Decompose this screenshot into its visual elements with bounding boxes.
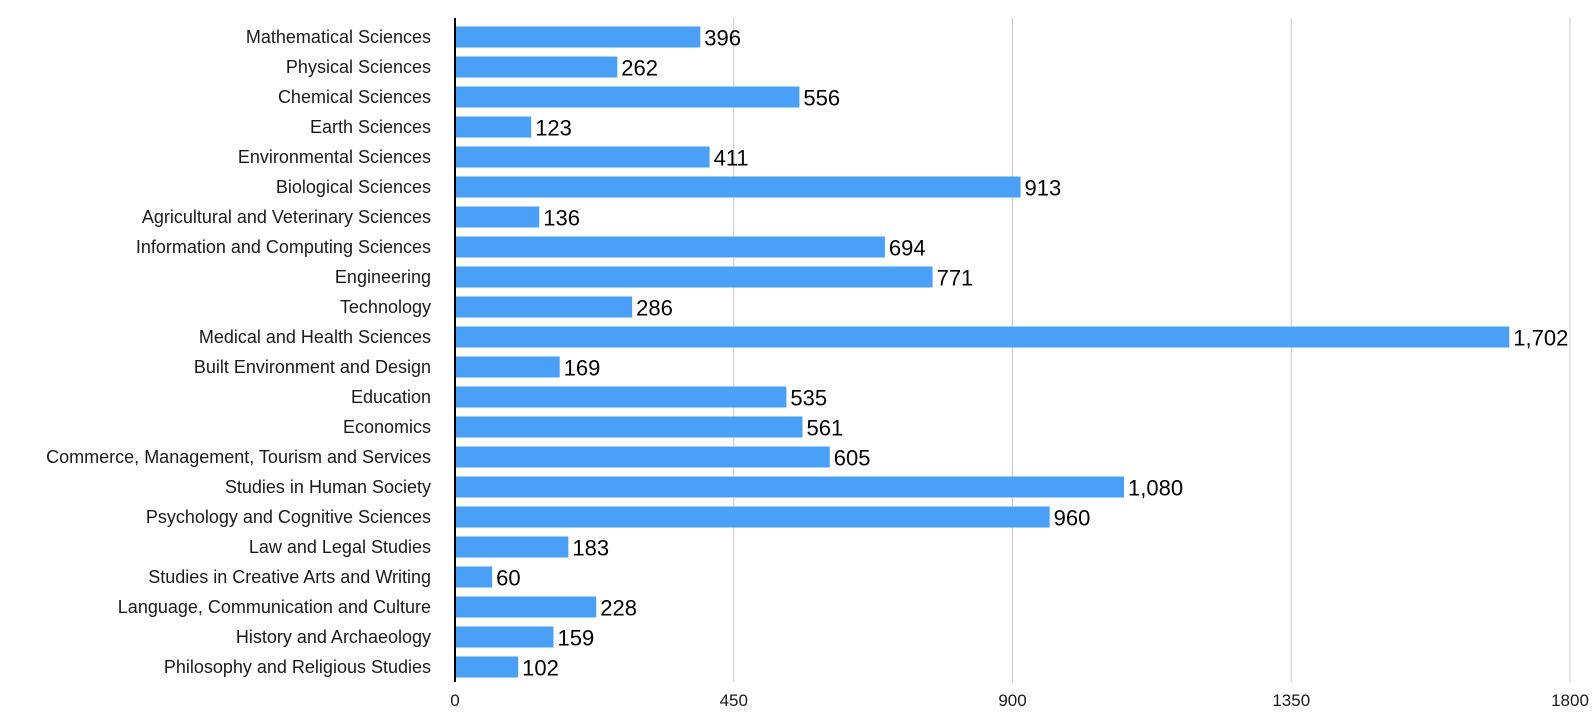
bar-5 — [455, 176, 1021, 198]
bar-10 — [455, 326, 1510, 348]
value-label: 102 — [522, 656, 559, 681]
value-label: 960 — [1054, 506, 1091, 531]
bar-14 — [455, 446, 830, 468]
value-label: 262 — [621, 56, 658, 81]
bar-21 — [455, 656, 519, 678]
category-label: Agricultural and Veterinary Sciences — [142, 207, 431, 227]
value-label: 228 — [600, 596, 637, 621]
bar-7 — [455, 236, 885, 258]
category-label: Studies in Creative Arts and Writing — [148, 567, 431, 587]
value-labels: 396 262 556 123 411 913 136 694 771 286 1,702 169 53… — [496, 26, 1568, 681]
bar-13 — [455, 416, 803, 438]
bar-6 — [455, 206, 540, 228]
value-label: 694 — [889, 236, 926, 261]
category-label: Law and Legal Studies — [249, 537, 431, 557]
bar-1 — [455, 56, 618, 78]
value-label: 159 — [557, 626, 594, 651]
value-label: 183 — [572, 536, 609, 561]
bar-0 — [455, 26, 701, 48]
category-label: Philosophy and Religious Studies — [164, 657, 431, 677]
category-label: Medical and Health Sciences — [199, 327, 431, 347]
category-label: Studies in Human Society — [225, 477, 431, 497]
category-label: Environmental Sciences — [238, 147, 431, 167]
value-label: 411 — [714, 146, 749, 171]
category-label: Mathematical Sciences — [246, 27, 431, 47]
category-label: Physical Sciences — [286, 57, 431, 77]
x-tick-labels: 0 450 900 1350 1800 — [450, 691, 1589, 710]
bar-15 — [455, 476, 1124, 498]
category-labels: Mathematical Sciences Physical Sciences Ch… — [46, 27, 431, 677]
value-label: 605 — [834, 446, 871, 471]
value-label: 771 — [937, 266, 974, 291]
grid-lines — [733, 18, 1571, 682]
category-label: Commerce, Management, Tourism and Servic… — [46, 447, 431, 467]
category-label: Earth Sciences — [310, 117, 431, 137]
x-tick-label: 1800 — [1551, 691, 1589, 710]
bar-18 — [455, 566, 493, 588]
category-label: History and Archaeology — [236, 627, 431, 647]
category-label: Economics — [343, 417, 431, 437]
x-tick-label: 450 — [720, 691, 748, 710]
category-label: Biological Sciences — [276, 177, 431, 197]
x-tick-label: 1350 — [1272, 691, 1310, 710]
value-label: 535 — [790, 386, 827, 411]
category-label: Language, Communication and Culture — [118, 597, 431, 617]
category-label: Information and Computing Sciences — [136, 237, 431, 257]
category-label: Engineering — [335, 267, 431, 287]
value-label: 1,702 — [1513, 326, 1568, 351]
bar-3 — [455, 116, 532, 138]
category-label: Psychology and Cognitive Sciences — [146, 507, 431, 527]
bars — [455, 26, 1510, 678]
value-label: 1,080 — [1128, 476, 1183, 501]
category-label: Education — [351, 387, 431, 407]
bar-2 — [455, 86, 800, 108]
value-label: 561 — [807, 416, 844, 441]
bar-19 — [455, 596, 597, 618]
value-label: 286 — [636, 296, 673, 321]
x-tick-label: 0 — [450, 691, 459, 710]
x-tick-label: 900 — [998, 691, 1026, 710]
value-label: 60 — [496, 566, 520, 591]
value-label: 169 — [564, 356, 601, 381]
value-label: 913 — [1025, 176, 1062, 201]
category-label: Chemical Sciences — [278, 87, 431, 107]
value-label: 556 — [803, 86, 840, 111]
value-label: 136 — [543, 206, 580, 231]
bar-11 — [455, 356, 560, 378]
value-label: 123 — [535, 116, 572, 141]
bar-9 — [455, 296, 633, 318]
bar-16 — [455, 506, 1050, 528]
bar-17 — [455, 536, 569, 558]
value-label: 396 — [704, 26, 741, 51]
category-label: Built Environment and Design — [194, 357, 431, 377]
bar-4 — [455, 146, 710, 168]
bar-20 — [455, 626, 554, 648]
category-label: Technology — [340, 297, 431, 317]
bar-8 — [455, 266, 933, 288]
bar-12 — [455, 386, 787, 408]
